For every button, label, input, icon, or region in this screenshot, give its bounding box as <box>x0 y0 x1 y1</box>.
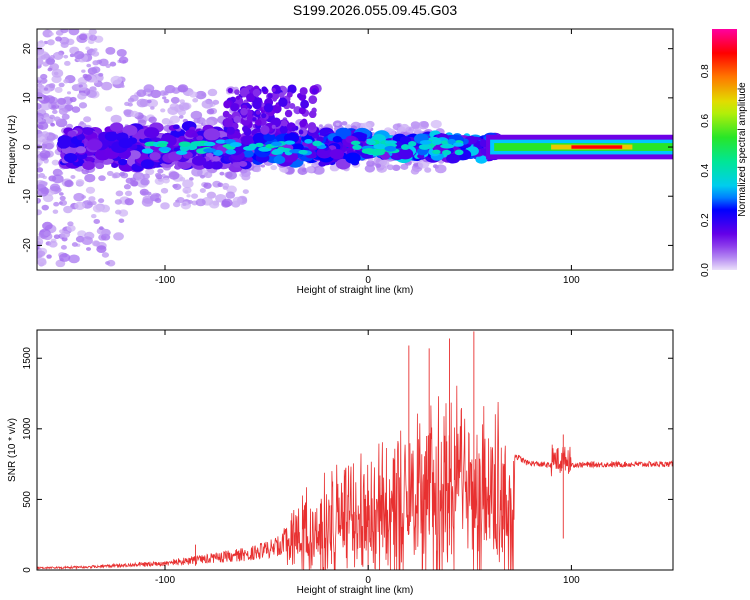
heatmap-ytick-label: -10 <box>22 189 33 204</box>
snr-ytick-label: 1500 <box>22 347 33 370</box>
colorbar-label: Normalized spectral amplitude <box>737 82 748 217</box>
tone-band-max <box>571 145 623 149</box>
colorbar-tick-label: 0.6 <box>700 114 711 128</box>
snr-xtick-label: 0 <box>365 575 371 586</box>
heatmap-ytick-label: 20 <box>22 43 33 55</box>
colorbar-tick-label: 0.8 <box>700 64 711 78</box>
heatmap-ytick-label: 10 <box>22 92 33 104</box>
heatmap-ytick-label: -20 <box>22 238 33 253</box>
chart-title: S199.2026.055.09.45.G03 <box>292 2 458 18</box>
colorbar-tick-label: 0.0 <box>700 263 711 277</box>
heatmap-ytick-label: 0 <box>22 144 33 150</box>
snr-xtick-label: -100 <box>155 575 175 586</box>
colorbar <box>712 29 737 270</box>
snr-ytick-label: 0 <box>22 567 33 573</box>
heatmap-xtick-label: 0 <box>365 275 371 286</box>
snr-ylabel: SNR (10 * v/v) <box>7 418 18 482</box>
heatmap-xtick-label: 100 <box>563 275 580 286</box>
colorbar-tick-label: 0.2 <box>700 213 711 227</box>
heatmap-frame <box>36 28 674 271</box>
snr-xlabel: Height of straight line (km) <box>297 585 414 596</box>
snr-xtick-label: 100 <box>563 575 580 586</box>
snr-ytick-label: 1000 <box>22 417 33 440</box>
snr-series-line <box>37 385 673 570</box>
snr-frame <box>36 329 674 571</box>
heatmap-cells <box>37 29 673 268</box>
heatmap-ylabel: Frequency (Hz) <box>7 115 18 184</box>
snr-ytick-label: 500 <box>22 491 33 508</box>
heatmap-xtick-label: -100 <box>155 275 175 286</box>
colorbar-tick-label: 0.4 <box>700 163 711 177</box>
heatmap-xlabel: Height of straight line (km) <box>297 285 414 296</box>
